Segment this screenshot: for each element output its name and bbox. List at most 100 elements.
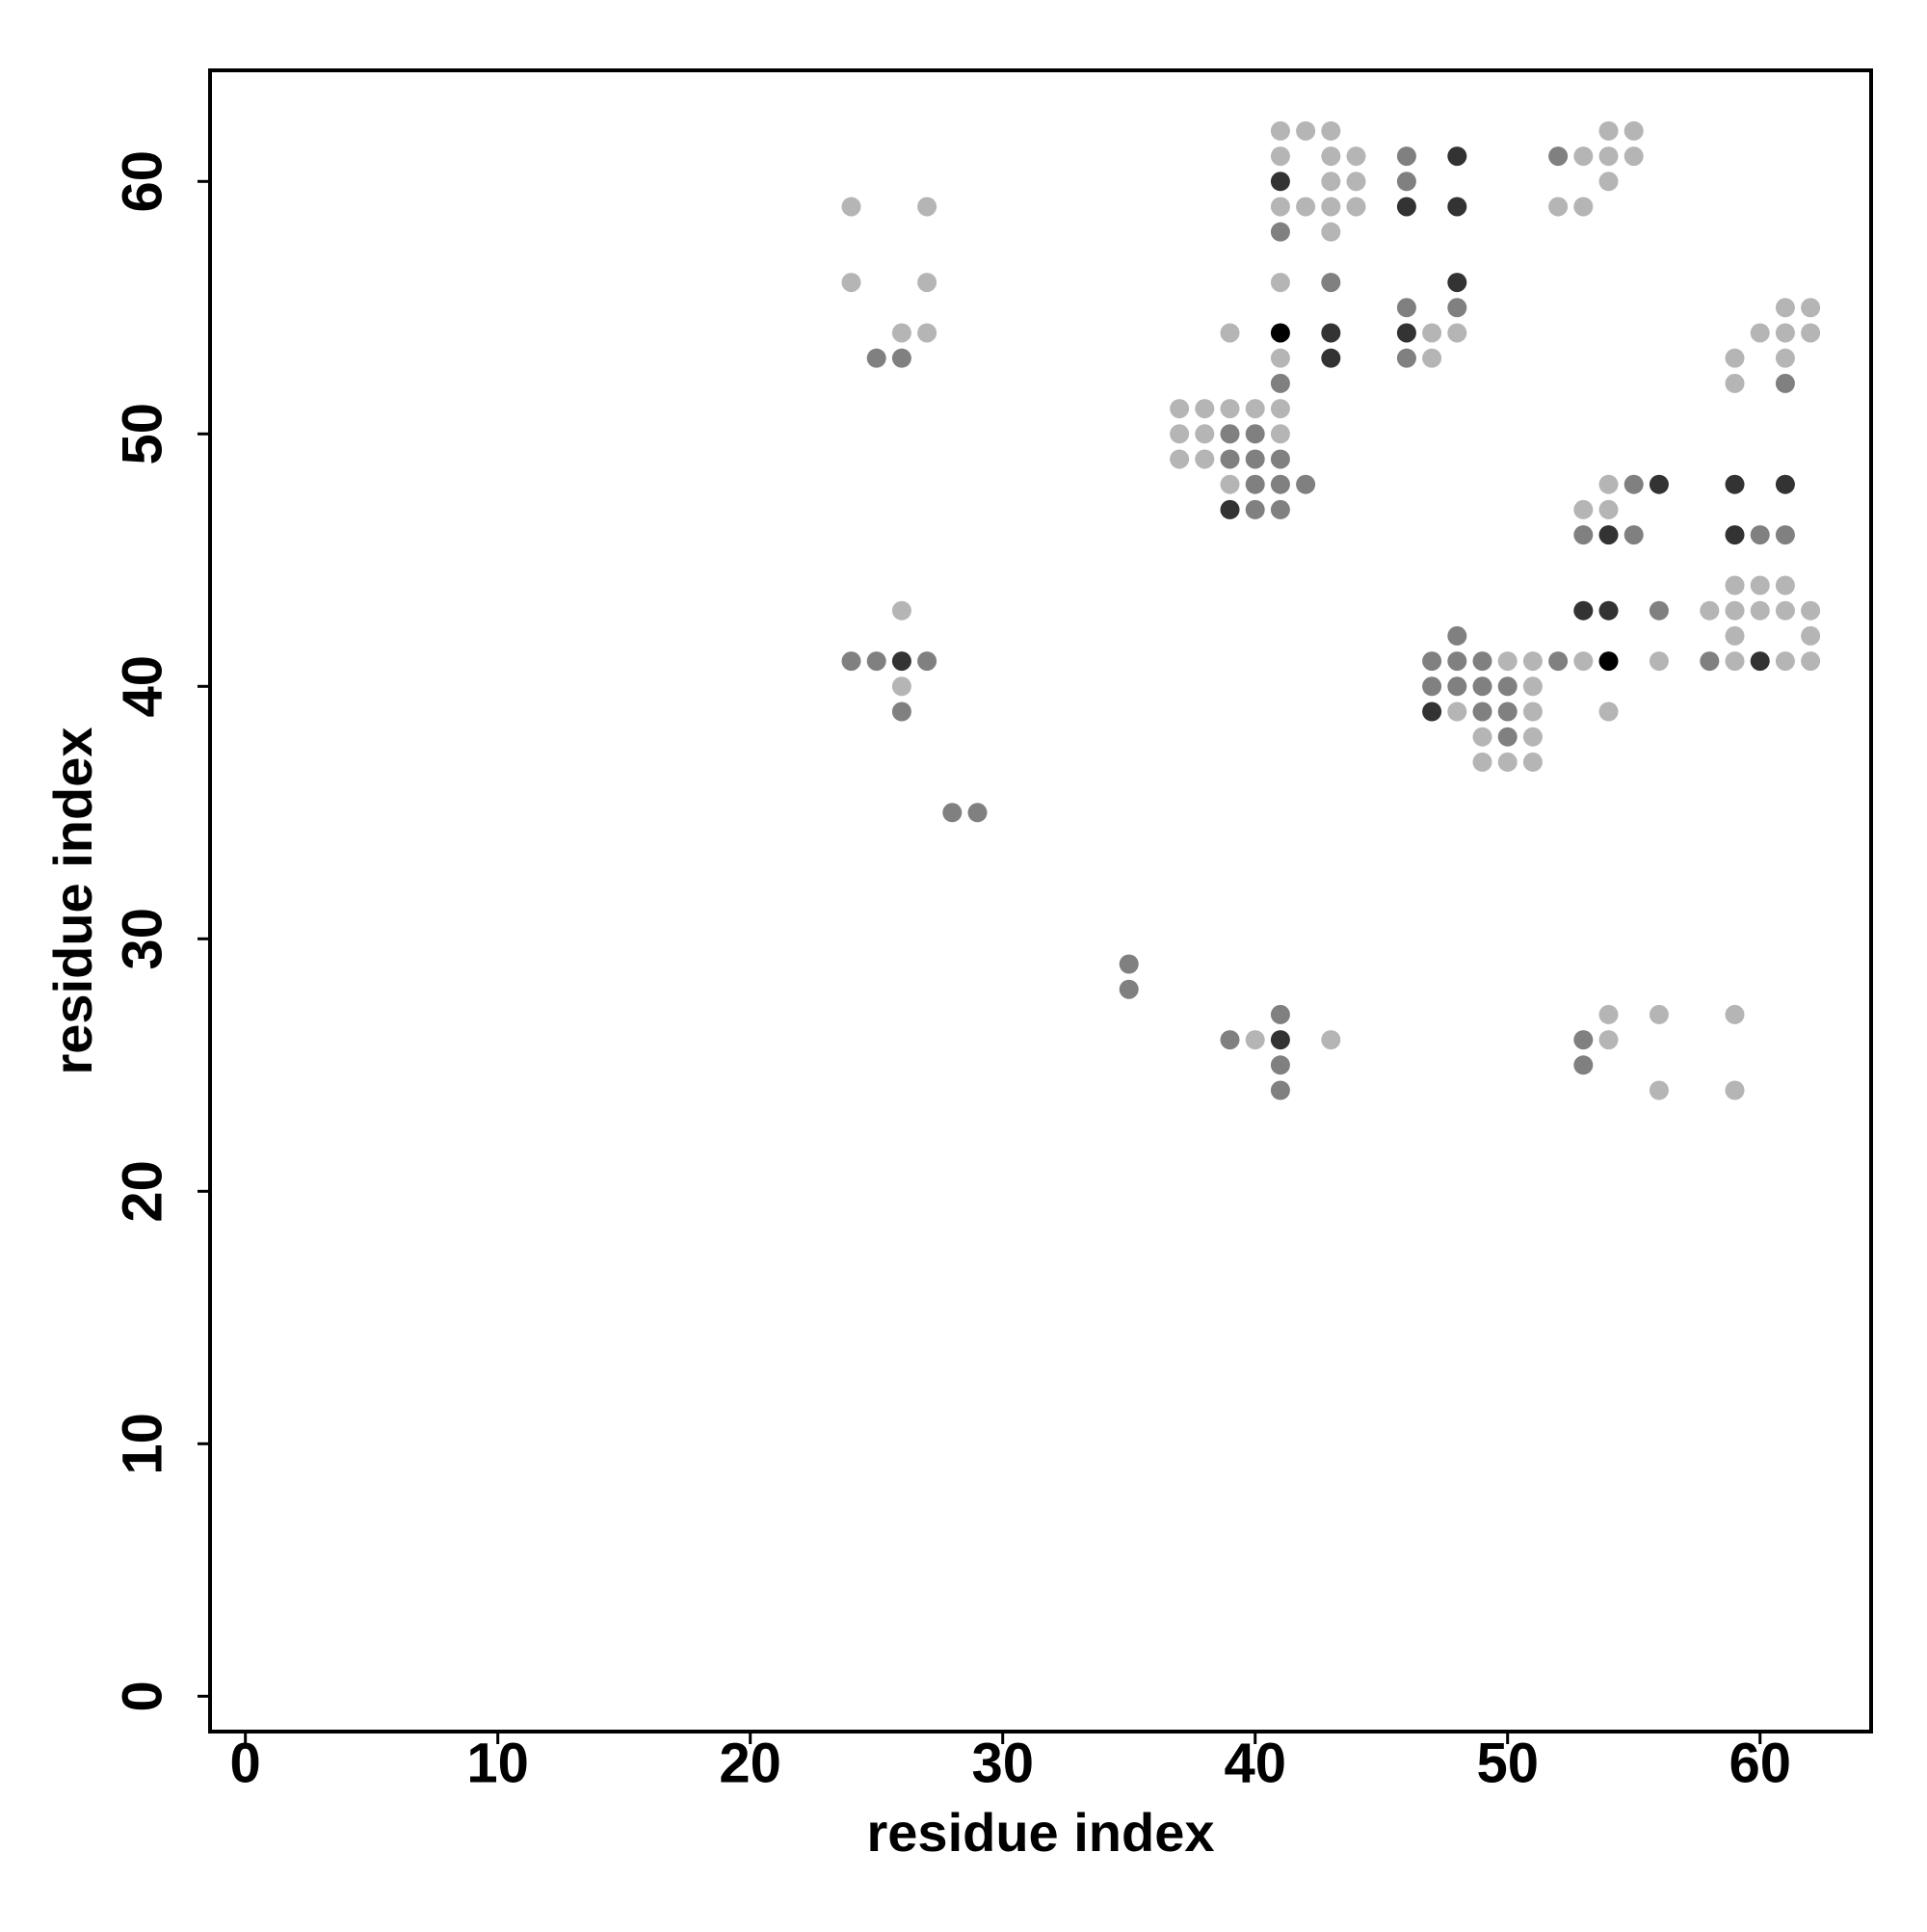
point [1346, 172, 1366, 192]
point [1649, 1004, 1669, 1024]
point [1573, 197, 1594, 217]
point [1346, 146, 1366, 167]
point [917, 323, 937, 343]
point [1497, 651, 1518, 672]
point [1321, 197, 1341, 217]
point [1750, 651, 1770, 672]
y-tick-label: 10 [111, 1413, 173, 1475]
point [1321, 1030, 1341, 1050]
point [1296, 197, 1316, 217]
point [1321, 146, 1341, 167]
point [1497, 727, 1518, 747]
point [1447, 146, 1467, 167]
point [1220, 323, 1240, 343]
point [1195, 399, 1215, 419]
point [1321, 273, 1341, 293]
point [1396, 323, 1416, 343]
point [1775, 651, 1795, 672]
point [1119, 979, 1139, 999]
y-tick-label: 30 [111, 908, 173, 970]
point [1598, 1030, 1619, 1050]
x-tick-label: 30 [971, 1732, 1034, 1794]
point [1170, 424, 1190, 444]
y-tick-label: 60 [111, 150, 173, 213]
point [1447, 651, 1467, 672]
point [1649, 600, 1669, 621]
point [1598, 651, 1619, 672]
point [1270, 1004, 1290, 1024]
point [1270, 323, 1290, 343]
point [1522, 727, 1543, 747]
point [1195, 449, 1215, 469]
point [1801, 298, 1821, 318]
y-tick-label: 40 [111, 655, 173, 718]
point [1472, 727, 1492, 747]
point [891, 323, 911, 343]
point [1447, 197, 1467, 217]
point [891, 701, 911, 722]
point [1598, 1004, 1619, 1024]
point [1270, 197, 1290, 217]
point [1725, 600, 1745, 621]
point [1801, 323, 1821, 343]
point [891, 348, 911, 368]
point [1573, 1030, 1594, 1050]
point [917, 651, 937, 672]
point [1245, 449, 1265, 469]
point [1422, 348, 1442, 368]
point [1548, 651, 1569, 672]
point [1548, 146, 1569, 167]
point [1220, 449, 1240, 469]
point [1270, 222, 1290, 242]
point [1220, 1030, 1240, 1050]
point [1700, 600, 1720, 621]
point [1725, 1004, 1745, 1024]
point [1220, 424, 1240, 444]
point [1725, 373, 1745, 393]
point [1573, 499, 1594, 519]
point [1447, 323, 1467, 343]
point [1396, 172, 1416, 192]
point [1119, 954, 1139, 974]
point [1725, 651, 1745, 672]
point [1346, 197, 1366, 217]
point [967, 803, 988, 823]
point [1497, 701, 1518, 722]
point [1775, 525, 1795, 545]
point [1270, 146, 1290, 167]
point [917, 197, 937, 217]
point [841, 197, 861, 217]
point [841, 651, 861, 672]
point [1270, 1055, 1290, 1075]
point [1725, 1080, 1745, 1100]
point [1573, 651, 1594, 672]
point [1170, 399, 1190, 419]
point [1321, 222, 1341, 242]
point [1321, 172, 1341, 192]
point [1725, 525, 1745, 545]
point [1725, 474, 1745, 494]
point [1321, 323, 1341, 343]
y-tick-label: 20 [111, 1160, 173, 1223]
point [866, 348, 886, 368]
point [1245, 399, 1265, 419]
point [1598, 525, 1619, 545]
point [1598, 120, 1619, 141]
x-tick-label: 20 [719, 1732, 781, 1794]
point [1522, 701, 1543, 722]
point [1195, 424, 1215, 444]
y-tick-label: 50 [111, 403, 173, 465]
point [1396, 197, 1416, 217]
point [1775, 600, 1795, 621]
point [1750, 323, 1770, 343]
point [1598, 146, 1619, 167]
point [1447, 625, 1467, 646]
point [1775, 474, 1795, 494]
point [1220, 399, 1240, 419]
point [1700, 651, 1720, 672]
point [1422, 676, 1442, 697]
point [1220, 499, 1240, 519]
point [1245, 499, 1265, 519]
point [1522, 676, 1543, 697]
